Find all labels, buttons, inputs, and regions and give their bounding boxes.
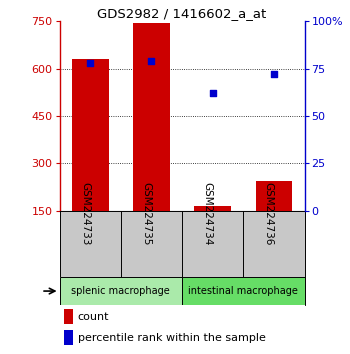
Text: count: count	[78, 312, 109, 322]
Text: GSM224733: GSM224733	[80, 182, 90, 246]
Bar	[133, 23, 170, 211]
Point	[88, 60, 93, 66]
Bar	[182, 277, 304, 305]
Text: GSM224735: GSM224735	[141, 182, 151, 246]
Bar	[256, 181, 292, 211]
Text: GSM224736: GSM224736	[264, 182, 274, 246]
Point	[271, 72, 277, 77]
Point	[210, 90, 216, 96]
Bar	[60, 277, 182, 305]
Bar	[72, 59, 108, 211]
Point	[148, 58, 154, 64]
Text: percentile rank within the sample: percentile rank within the sample	[78, 332, 266, 343]
Title: GDS2982 / 1416602_a_at: GDS2982 / 1416602_a_at	[97, 7, 267, 20]
Bar	[64, 330, 73, 345]
Text: GSM224734: GSM224734	[203, 182, 213, 246]
Bar	[64, 309, 73, 324]
Bar	[194, 206, 231, 211]
Text: splenic macrophage: splenic macrophage	[71, 286, 170, 296]
Text: intestinal macrophage: intestinal macrophage	[188, 286, 298, 296]
